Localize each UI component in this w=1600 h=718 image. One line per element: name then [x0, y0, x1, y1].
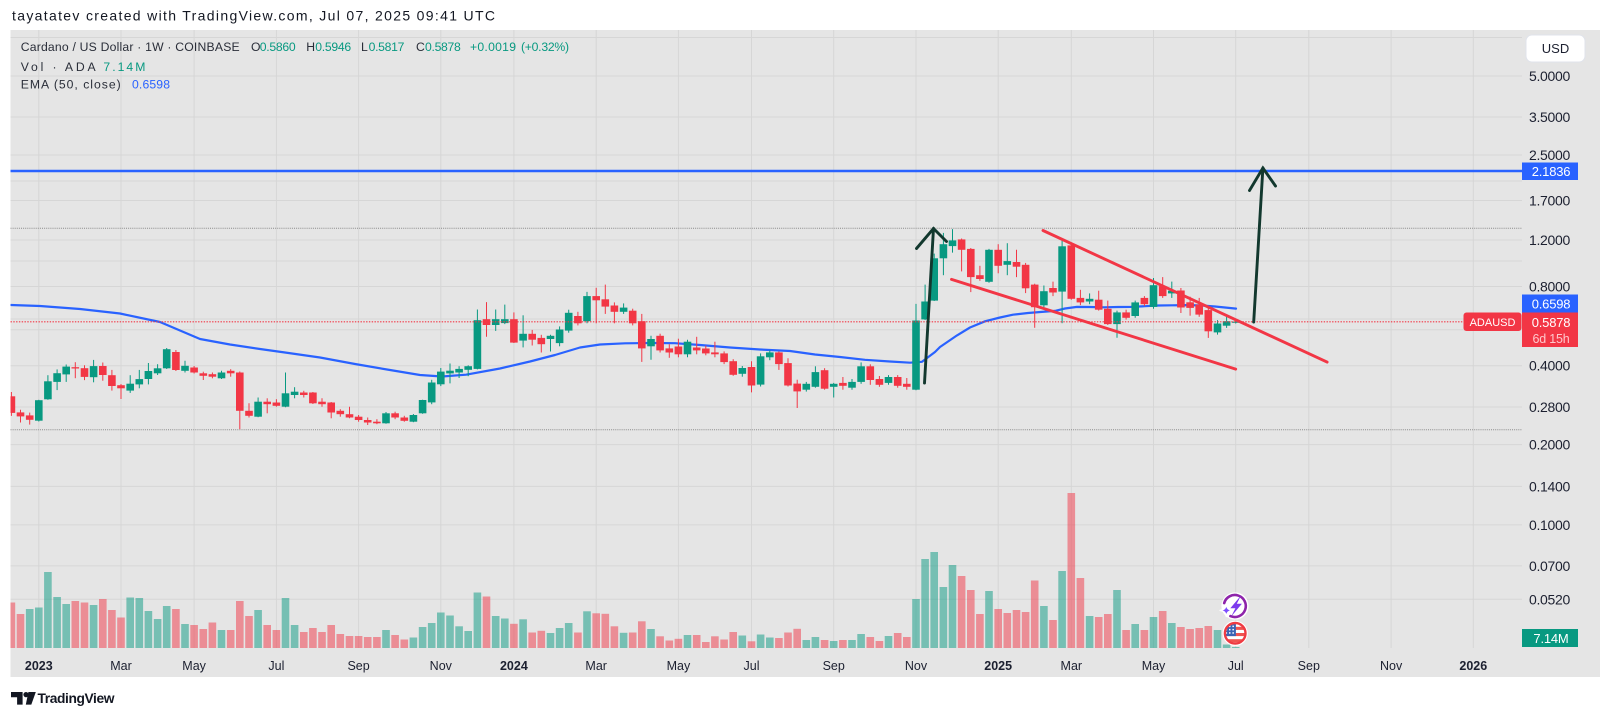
svg-text:0.1000: 0.1000 [1529, 517, 1571, 533]
svg-text:Mar: Mar [1061, 659, 1083, 673]
svg-text:2023: 2023 [25, 659, 53, 673]
svg-text:ADAUSD: ADAUSD [1470, 317, 1516, 329]
svg-text:Jul: Jul [268, 659, 284, 673]
svg-text:May: May [667, 659, 691, 673]
svg-text:Cardano / US Dollar · 1W · COI: Cardano / US Dollar · 1W · COINBASE [21, 40, 240, 54]
svg-text:2026: 2026 [1459, 659, 1487, 673]
svg-text:2024: 2024 [500, 659, 528, 673]
svg-text:TradingView: TradingView [38, 691, 115, 706]
svg-text:H: H [306, 40, 315, 54]
svg-text:Jul: Jul [1228, 659, 1244, 673]
svg-text:tayatatev created with Trading: tayatatev created with TradingView.com, … [12, 8, 495, 24]
svg-text:(+0.32%): (+0.32%) [521, 40, 569, 54]
svg-text:0.0700: 0.0700 [1529, 558, 1571, 574]
svg-text:Sep: Sep [347, 659, 369, 673]
svg-text:0.2800: 0.2800 [1529, 399, 1571, 415]
svg-text:C: C [416, 40, 425, 54]
svg-text:0.5878: 0.5878 [1532, 315, 1571, 330]
svg-text:Mar: Mar [585, 659, 607, 673]
svg-text:EMA (50, close): EMA (50, close) [21, 78, 121, 92]
svg-text:Sep: Sep [1298, 659, 1320, 673]
svg-text:Nov: Nov [1380, 659, 1403, 673]
svg-text:Mar: Mar [110, 659, 132, 673]
svg-text:O: O [251, 40, 260, 54]
svg-text:0.5860: 0.5860 [260, 40, 296, 54]
svg-text:3.5000: 3.5000 [1529, 109, 1571, 125]
svg-text:7.14M: 7.14M [103, 60, 145, 74]
svg-text:0.6598: 0.6598 [1532, 297, 1571, 312]
svg-text:May: May [1142, 659, 1166, 673]
svg-text:0.5878: 0.5878 [425, 40, 461, 54]
svg-text:0.6598: 0.6598 [132, 78, 170, 92]
svg-text:0.8000: 0.8000 [1529, 279, 1571, 295]
svg-text:Jul: Jul [744, 659, 760, 673]
svg-text:0.2000: 0.2000 [1529, 437, 1571, 453]
svg-text:2025: 2025 [984, 659, 1012, 673]
svg-text:Nov: Nov [905, 659, 928, 673]
svg-text:Nov: Nov [430, 659, 453, 673]
svg-text:0.0520: 0.0520 [1529, 591, 1571, 607]
svg-text:+0.0019: +0.0019 [470, 40, 516, 54]
svg-text:Vol · ADA: Vol · ADA [21, 60, 97, 74]
svg-text:May: May [182, 659, 206, 673]
svg-text:0.5946: 0.5946 [315, 40, 351, 54]
svg-text:2.5000: 2.5000 [1529, 147, 1571, 163]
svg-text:0.1400: 0.1400 [1529, 478, 1571, 494]
svg-text:Sep: Sep [823, 659, 845, 673]
svg-text:1.7000: 1.7000 [1529, 193, 1571, 209]
svg-text:0.4000: 0.4000 [1529, 358, 1571, 374]
svg-text:L: L [361, 40, 368, 54]
svg-text:1.2000: 1.2000 [1529, 232, 1571, 248]
svg-text:7.14M: 7.14M [1533, 631, 1568, 646]
svg-text:0.5817: 0.5817 [369, 40, 405, 54]
svg-text:6d 15h: 6d 15h [1532, 332, 1569, 346]
svg-text:USD: USD [1542, 41, 1569, 56]
svg-text:2.1836: 2.1836 [1532, 164, 1571, 179]
svg-text:5.0000: 5.0000 [1529, 68, 1571, 84]
